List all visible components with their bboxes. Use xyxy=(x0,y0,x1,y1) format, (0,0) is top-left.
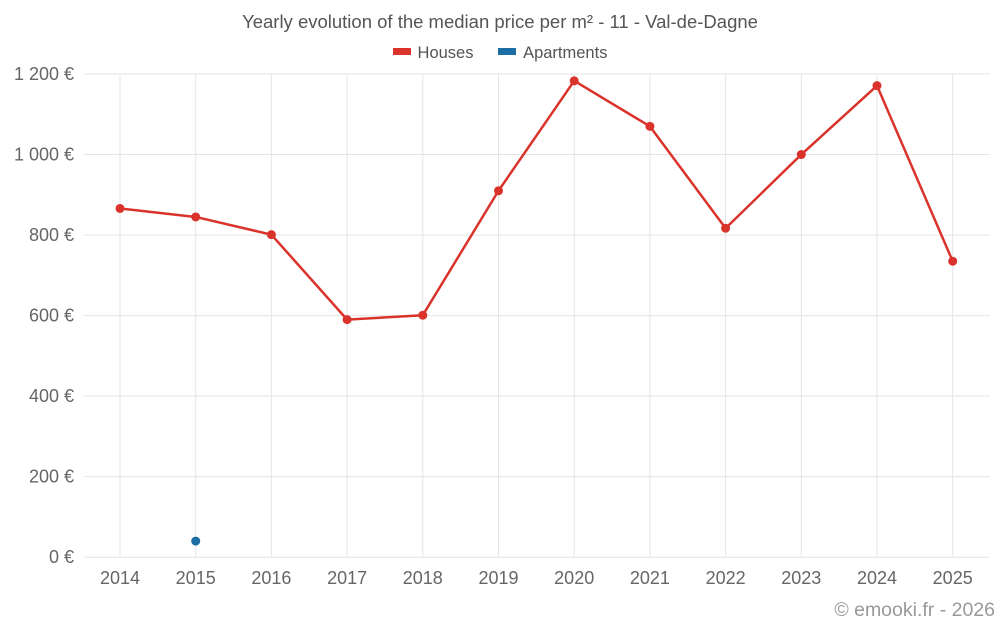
svg-text:2025: 2025 xyxy=(933,568,973,588)
svg-text:200 €: 200 € xyxy=(29,467,74,487)
svg-text:2023: 2023 xyxy=(781,568,821,588)
svg-text:2021: 2021 xyxy=(630,568,670,588)
svg-text:2019: 2019 xyxy=(478,568,518,588)
svg-text:0 €: 0 € xyxy=(49,547,74,567)
svg-text:1 000 €: 1 000 € xyxy=(14,145,74,165)
svg-text:2014: 2014 xyxy=(100,568,140,588)
svg-text:1 200 €: 1 200 € xyxy=(14,64,74,84)
svg-text:600 €: 600 € xyxy=(29,306,74,326)
svg-text:2020: 2020 xyxy=(554,568,594,588)
svg-text:2016: 2016 xyxy=(251,568,291,588)
svg-text:2022: 2022 xyxy=(706,568,746,588)
svg-text:2024: 2024 xyxy=(857,568,897,588)
svg-text:400 €: 400 € xyxy=(29,386,74,406)
svg-text:2017: 2017 xyxy=(327,568,367,588)
svg-text:800 €: 800 € xyxy=(29,225,74,245)
svg-text:2018: 2018 xyxy=(403,568,443,588)
svg-text:2015: 2015 xyxy=(176,568,216,588)
